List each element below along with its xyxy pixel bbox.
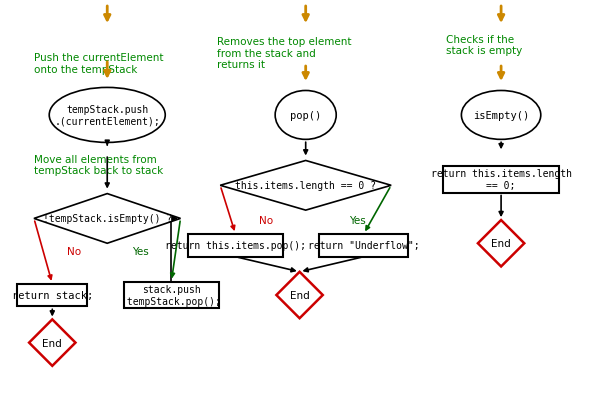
Text: Removes the top element
from the stack and
returns it: Removes the top element from the stack a… [217,37,352,70]
Text: return this.items.pop();: return this.items.pop(); [165,241,306,251]
Text: No: No [259,215,273,225]
Ellipse shape [461,91,541,140]
Text: End: End [491,239,511,249]
Text: !tempStack.isEmpty() ?: !tempStack.isEmpty() ? [43,214,172,224]
Ellipse shape [49,88,165,143]
Polygon shape [220,161,391,211]
Text: pop(): pop() [290,111,321,121]
Text: tempStack.push
.(currentElement);: tempStack.push .(currentElement); [54,105,160,126]
Polygon shape [276,272,323,318]
Text: End: End [42,338,62,348]
FancyBboxPatch shape [17,284,87,306]
Text: this.items.length == 0 ?: this.items.length == 0 ? [235,181,376,191]
FancyBboxPatch shape [124,282,219,309]
Polygon shape [478,221,524,267]
Text: return "Underflow";: return "Underflow"; [308,241,420,251]
Text: Checks if the
stack is empty: Checks if the stack is empty [446,35,522,56]
Text: return this.items.length
== 0;: return this.items.length == 0; [431,169,571,190]
Text: return stack;: return stack; [12,290,93,300]
Polygon shape [29,320,76,366]
Text: No: No [67,246,81,256]
FancyBboxPatch shape [188,235,283,257]
FancyBboxPatch shape [443,166,559,193]
Text: isEmpty(): isEmpty() [473,111,529,121]
Text: Yes: Yes [349,215,366,225]
Text: Push the currentElement
onto the tempStack: Push the currentElement onto the tempSta… [34,53,164,75]
Polygon shape [34,194,180,244]
Text: Yes: Yes [133,246,149,256]
FancyBboxPatch shape [320,235,408,257]
Text: stack.push
(tempStack.pop();: stack.push (tempStack.pop(); [122,285,221,306]
Text: Move all elements from
tempStack back to stack: Move all elements from tempStack back to… [34,154,163,176]
Ellipse shape [275,91,336,140]
Text: End: End [290,290,309,300]
